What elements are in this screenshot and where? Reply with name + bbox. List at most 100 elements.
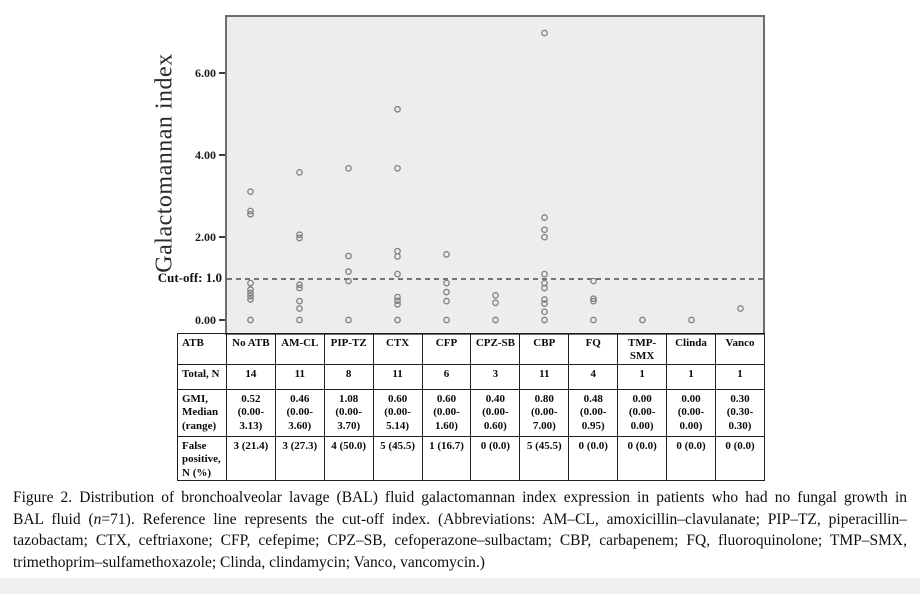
table-column-header: PIP-TZ — [323, 333, 374, 365]
data-point — [590, 277, 597, 285]
data-point — [345, 252, 352, 260]
table-cell: 11 — [372, 363, 423, 390]
data-point — [296, 297, 303, 305]
table-column-header: TMP- SMX — [617, 333, 668, 365]
data-point — [541, 296, 548, 303]
data-point — [443, 279, 450, 287]
table-cell: 1 — [714, 363, 766, 390]
table-row-label: Total, N — [177, 363, 227, 390]
data-point — [345, 277, 352, 285]
table-cell: 1.08 (0.00- 3.70) — [323, 388, 374, 437]
data-point — [492, 316, 499, 324]
data-point — [590, 316, 597, 324]
table-column-header: FQ — [568, 333, 619, 365]
y-tick-label-0: 0.00 — [195, 313, 216, 327]
data-point — [394, 297, 401, 305]
y-tick-label-6: 6.00 — [195, 66, 216, 80]
table-row-label: GMI, Median (range) — [177, 388, 227, 437]
y-tick-label-4: 4.00 — [195, 148, 216, 162]
data-point — [394, 247, 401, 255]
y-tick-label-2: 2.00 — [195, 230, 216, 244]
data-point — [394, 301, 401, 308]
table-cell: 0.00 (0.00- 0.00) — [617, 388, 668, 437]
data-point — [443, 288, 450, 296]
data-point — [247, 188, 254, 196]
data-point — [296, 281, 303, 289]
data-point — [247, 210, 254, 218]
table-cell: 0.30 (0.30- 0.30) — [714, 388, 766, 437]
table-cell: 0.46 (0.00- 3.60) — [274, 388, 325, 437]
data-point — [541, 300, 548, 307]
data-point — [345, 268, 352, 275]
data-point — [443, 316, 450, 324]
table-column-header: Clinda — [666, 333, 716, 365]
table-cell: 0.40 (0.00- 0.60) — [470, 388, 521, 437]
y-tick-mark — [219, 236, 225, 238]
table-cell: 5 (45.5) — [519, 435, 570, 482]
table-cell: 5 (45.5) — [372, 435, 423, 482]
data-point — [541, 316, 548, 324]
caption-line-3: tazobactam; CTX, ceftriaxone; CFP, cefep… — [13, 532, 907, 549]
data-point — [688, 316, 695, 324]
table-column-header: CFP — [421, 333, 472, 365]
table-cell: 0 (0.0) — [470, 435, 521, 482]
caption-text: BAL fluid ( — [13, 510, 94, 528]
scatter-points-layer — [227, 29, 763, 324]
data-point — [296, 305, 303, 312]
table-column-header: CPZ-SB — [470, 333, 521, 365]
bottom-strip — [0, 578, 920, 594]
table-cell: 0 (0.0) — [617, 435, 668, 482]
data-point — [541, 29, 548, 37]
table-cell: 0.48 (0.00- 0.95) — [568, 388, 619, 437]
data-point — [394, 270, 401, 278]
data-point — [247, 316, 254, 324]
data-point — [394, 316, 401, 324]
data-point — [296, 316, 303, 324]
data-point — [345, 316, 352, 324]
table-cell: 1 — [666, 363, 716, 390]
table-cell: 4 — [568, 363, 619, 390]
table-cell: 0.00 (0.00- 0.00) — [666, 388, 716, 437]
table-column-header: Vanco — [714, 333, 766, 365]
table-cell: 6 — [421, 363, 472, 390]
table-cell: 0.60 (0.00- 1.60) — [421, 388, 472, 437]
table-row-label: False positive, N (%) — [177, 435, 227, 482]
caption-line-2: BAL fluid (n=71). Reference line represe… — [13, 509, 907, 531]
table-column-header: CTX — [372, 333, 423, 365]
cutoff-label: Cut-off: 1.0 — [157, 270, 222, 285]
data-point — [247, 292, 254, 300]
table-cell: 1 (16.7) — [421, 435, 472, 482]
table-cell: 0 (0.0) — [666, 435, 716, 482]
table-cell: 0.60 (0.00- 5.14) — [372, 388, 423, 437]
data-point — [590, 295, 597, 303]
table-row-label: ATB — [177, 333, 227, 365]
data-point — [590, 297, 597, 305]
table-cell: 3 — [470, 363, 521, 390]
caption-n-italic: n — [93, 510, 102, 528]
table-column-header: AM-CL — [274, 333, 325, 365]
data-point — [247, 289, 254, 297]
summary-table: ATB No ATB AM-CL PIP-TZ CTX CFP CPZ-SB CBP FQ TMP… — [177, 333, 766, 482]
table-cell: 0.52 (0.00- 3.13) — [225, 388, 276, 437]
data-point — [296, 234, 303, 242]
data-point — [541, 233, 548, 241]
data-point — [345, 164, 352, 172]
table-cell: 3 (21.4) — [225, 435, 276, 482]
table-cell: 1 — [617, 363, 668, 390]
table-cell: 11 — [519, 363, 570, 390]
table-cell: 0 (0.0) — [714, 435, 766, 482]
table-cell: 0.80 (0.00- 7.00) — [519, 388, 570, 437]
data-point — [296, 284, 303, 292]
table-cell: 4 (50.0) — [323, 435, 374, 482]
data-point — [492, 299, 499, 307]
data-point — [639, 316, 646, 324]
data-point — [247, 207, 254, 215]
table-cell: 11 — [274, 363, 325, 390]
data-point — [247, 296, 254, 303]
table-column-header: No ATB — [225, 333, 276, 365]
data-point — [443, 297, 450, 305]
scatter-plot-area — [225, 15, 765, 335]
data-point — [394, 105, 401, 113]
caption-line-4: trimethoprim–sulfamethoxazole; Clinda, c… — [13, 553, 485, 571]
data-point — [296, 231, 303, 239]
